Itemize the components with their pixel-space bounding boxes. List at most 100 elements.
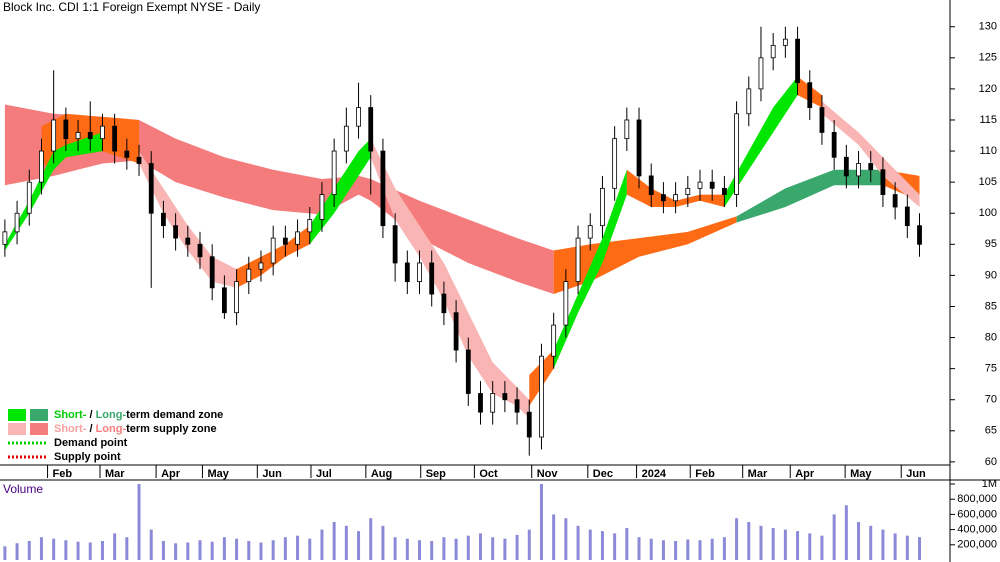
x-tick-label: May bbox=[207, 468, 229, 480]
volume-bar bbox=[113, 533, 117, 560]
candle-body bbox=[209, 256, 215, 289]
y-tick-label: 110 bbox=[979, 145, 997, 157]
x-tick-label: Mar bbox=[748, 468, 768, 480]
chart-title: Block Inc. CDI 1:1 Foreign Exempt NYSE -… bbox=[3, 0, 260, 14]
volume-bar bbox=[661, 540, 665, 560]
legend-swatch bbox=[8, 423, 26, 435]
volume-bar bbox=[76, 541, 80, 560]
candle-body bbox=[502, 393, 508, 401]
candle-body bbox=[917, 225, 922, 245]
legend-text: Short- bbox=[54, 409, 87, 421]
volume-bar bbox=[686, 539, 690, 560]
volume-bar bbox=[186, 542, 190, 560]
volume-bar bbox=[27, 541, 31, 560]
x-tick-label: Nov bbox=[537, 468, 559, 480]
volume-bar bbox=[344, 525, 348, 560]
candle-body bbox=[880, 169, 886, 195]
x-tick-label: Feb bbox=[695, 468, 715, 480]
candle-body bbox=[14, 212, 20, 233]
legend-swatch bbox=[30, 409, 48, 421]
candle-body bbox=[782, 38, 788, 46]
x-tick-label: May bbox=[850, 468, 872, 480]
volume-bars bbox=[3, 484, 922, 560]
candle-body bbox=[124, 150, 130, 158]
candle-body bbox=[673, 194, 679, 202]
volume-bar bbox=[308, 538, 312, 560]
volume-bar bbox=[674, 541, 678, 560]
volume-bar bbox=[491, 537, 495, 560]
y-tick-label: 105 bbox=[979, 176, 997, 188]
candle-body bbox=[526, 411, 532, 438]
volume-bar bbox=[405, 538, 409, 560]
candle-body bbox=[380, 150, 386, 227]
x-tick-label: Mar bbox=[105, 468, 125, 480]
volume-bar bbox=[247, 541, 251, 560]
candle-body bbox=[2, 231, 8, 245]
legend-text: term supply zone bbox=[126, 423, 216, 435]
volume-bar bbox=[637, 537, 641, 560]
volume-bar bbox=[174, 543, 178, 560]
volume-bar bbox=[283, 537, 287, 560]
x-tick-label: 2024 bbox=[642, 468, 667, 480]
candle-body bbox=[368, 107, 374, 152]
volume-bar bbox=[625, 528, 629, 560]
candle-body bbox=[331, 150, 337, 195]
volume-bar bbox=[808, 533, 812, 560]
candle-body bbox=[197, 243, 203, 258]
candle-body bbox=[258, 262, 264, 270]
candle-body bbox=[648, 175, 654, 195]
candle-body bbox=[490, 393, 496, 413]
volume-bar bbox=[600, 531, 604, 560]
volume-bar bbox=[576, 525, 580, 560]
candle-body bbox=[453, 312, 459, 351]
candle-body bbox=[75, 132, 81, 140]
volume-bar bbox=[710, 538, 714, 560]
candle-body bbox=[136, 156, 142, 164]
candle-body bbox=[185, 237, 191, 245]
volume-bar bbox=[527, 529, 531, 560]
volume-bar bbox=[15, 543, 19, 560]
volume-bar bbox=[418, 540, 422, 560]
legend-label: Short- / Long-term demand zone bbox=[54, 409, 223, 421]
candle-body bbox=[795, 38, 800, 84]
volume-bar bbox=[771, 528, 775, 560]
zone-band bbox=[139, 151, 237, 288]
x-tick-label: Jul bbox=[316, 468, 332, 480]
candle-body bbox=[307, 219, 313, 233]
volume-bar bbox=[454, 538, 458, 560]
volume-bar bbox=[503, 538, 507, 560]
y-tick-label: 95 bbox=[985, 238, 997, 250]
volume-bar bbox=[478, 533, 482, 560]
candle-body bbox=[819, 107, 825, 133]
zone-band bbox=[553, 216, 737, 295]
volume-bar bbox=[39, 537, 43, 560]
candle-body bbox=[63, 119, 69, 140]
volume-bar bbox=[393, 537, 397, 560]
candle-body bbox=[758, 57, 764, 90]
legend-text: Long- bbox=[96, 423, 127, 435]
legend-label: Supply point bbox=[54, 451, 121, 463]
legend-text: / bbox=[86, 409, 95, 421]
candle-body bbox=[587, 225, 593, 239]
zone-band bbox=[309, 138, 371, 245]
y-tick-label: 115 bbox=[979, 114, 997, 126]
axes: 60 65 70 75 80 85 90 95 100 105 110 115 120 125 130 Feb… bbox=[47, 21, 997, 551]
volume-bar bbox=[539, 484, 543, 560]
volume-bar bbox=[64, 540, 68, 560]
candle-body bbox=[404, 262, 410, 283]
candle-body bbox=[343, 125, 349, 152]
volume-bar bbox=[832, 514, 836, 560]
x-tick-label: Aug bbox=[371, 468, 392, 480]
volume-bar bbox=[796, 531, 800, 560]
candle-body bbox=[624, 119, 630, 140]
volume-tick-label: 1M bbox=[982, 478, 997, 490]
volume-bar bbox=[588, 529, 592, 560]
legend-text: Long- bbox=[96, 409, 127, 421]
volume-bar bbox=[564, 518, 568, 560]
volume-bar bbox=[722, 537, 726, 560]
volume-bar bbox=[381, 525, 385, 560]
volume-bar bbox=[820, 535, 824, 560]
volume-bar bbox=[783, 529, 787, 560]
candle-body bbox=[295, 231, 300, 245]
candle-body bbox=[161, 212, 166, 227]
